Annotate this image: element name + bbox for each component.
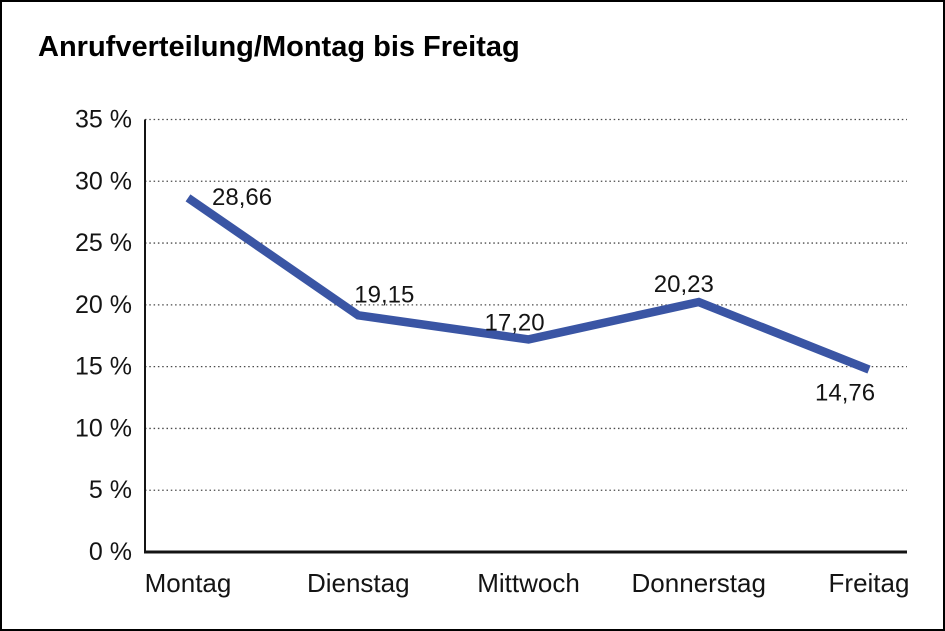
x-category-label: Freitag: [829, 568, 910, 598]
y-tick-label: 15 %: [75, 353, 132, 381]
x-category-label: Mittwoch: [477, 568, 580, 598]
data-point-label: 28,66: [212, 184, 272, 211]
y-tick-label: 30 %: [75, 167, 132, 195]
y-tick-label: 35 %: [75, 106, 132, 134]
x-category-label: Montag: [145, 568, 232, 598]
data-point-label: 19,15: [354, 281, 414, 308]
data-point-label: 20,23: [654, 271, 714, 298]
y-tick-label: 0 %: [89, 538, 132, 566]
y-tick-label: 10 %: [75, 414, 132, 442]
data-line: [185, 194, 871, 374]
y-tick-label: 25 %: [75, 229, 132, 257]
x-category-label: Dienstag: [307, 568, 410, 598]
chart-title: Anrufverteilung/Montag bis Freitag: [38, 31, 520, 63]
y-tick-label: 5 %: [89, 476, 132, 504]
data-point-label: 14,76: [815, 380, 875, 407]
y-tick-label: 20 %: [75, 291, 132, 319]
x-category-label: Donnerstag: [632, 568, 766, 598]
data-point-label: 17,20: [485, 309, 545, 336]
